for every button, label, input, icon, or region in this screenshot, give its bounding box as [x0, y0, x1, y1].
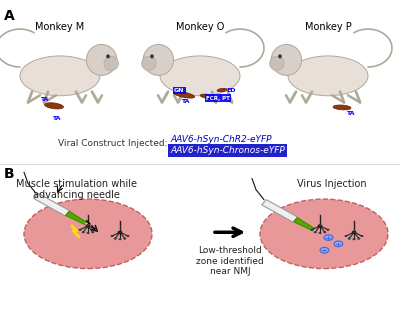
Ellipse shape	[142, 56, 156, 70]
Ellipse shape	[318, 225, 322, 227]
Text: AAV6-hSyn-Chronos-eYFP: AAV6-hSyn-Chronos-eYFP	[170, 146, 285, 155]
Ellipse shape	[324, 235, 333, 240]
Ellipse shape	[79, 229, 81, 231]
Text: TA: TA	[346, 111, 354, 116]
Text: TA: TA	[181, 99, 190, 104]
Ellipse shape	[95, 229, 97, 231]
Text: TA: TA	[52, 116, 60, 121]
Ellipse shape	[119, 238, 121, 240]
Ellipse shape	[319, 232, 321, 234]
Text: Monkey O: Monkey O	[176, 22, 224, 32]
Text: B: B	[4, 167, 15, 181]
Ellipse shape	[200, 94, 216, 99]
Text: TA: TA	[40, 97, 48, 102]
Text: Viral Construct Injected:: Viral Construct Injected:	[58, 139, 168, 148]
Polygon shape	[262, 200, 298, 222]
Ellipse shape	[333, 105, 351, 110]
Text: AAV6-hSyn-ChR2-eYFP: AAV6-hSyn-ChR2-eYFP	[170, 135, 272, 143]
Text: Monkey M: Monkey M	[35, 22, 85, 32]
Ellipse shape	[320, 247, 329, 253]
Ellipse shape	[114, 238, 116, 240]
Polygon shape	[294, 218, 315, 231]
Ellipse shape	[334, 241, 343, 247]
Text: Virus Injection: Virus Injection	[297, 179, 367, 189]
Text: A: A	[4, 9, 15, 23]
Ellipse shape	[361, 235, 363, 237]
Ellipse shape	[86, 225, 90, 227]
Ellipse shape	[20, 56, 100, 96]
Ellipse shape	[288, 56, 368, 96]
Ellipse shape	[44, 103, 64, 109]
Text: Muscle stimulation while
advancing needle: Muscle stimulation while advancing needl…	[16, 179, 136, 200]
Ellipse shape	[92, 231, 94, 233]
Ellipse shape	[111, 235, 113, 237]
Text: GN: GN	[174, 88, 184, 93]
Ellipse shape	[271, 45, 302, 76]
Ellipse shape	[143, 45, 174, 76]
Text: Monkey P: Monkey P	[305, 22, 351, 32]
Ellipse shape	[314, 231, 316, 233]
Ellipse shape	[278, 55, 282, 58]
Ellipse shape	[124, 238, 126, 240]
Ellipse shape	[311, 229, 313, 231]
Text: FCR, PT: FCR, PT	[206, 95, 230, 100]
Ellipse shape	[173, 91, 195, 98]
Ellipse shape	[352, 231, 356, 234]
Ellipse shape	[24, 199, 152, 269]
Ellipse shape	[104, 56, 118, 70]
Text: Low-threshold
zone identified
near NMJ: Low-threshold zone identified near NMJ	[196, 246, 264, 276]
Text: ED: ED	[226, 88, 236, 93]
Ellipse shape	[106, 55, 110, 58]
Ellipse shape	[327, 229, 329, 231]
Polygon shape	[66, 211, 87, 224]
Ellipse shape	[353, 238, 355, 240]
Ellipse shape	[324, 231, 326, 233]
Ellipse shape	[217, 88, 227, 92]
Ellipse shape	[260, 199, 388, 269]
Ellipse shape	[348, 238, 350, 240]
Ellipse shape	[87, 232, 89, 234]
Ellipse shape	[118, 231, 122, 234]
Ellipse shape	[358, 238, 360, 240]
Ellipse shape	[82, 231, 84, 233]
Ellipse shape	[86, 45, 117, 76]
Ellipse shape	[160, 56, 240, 96]
Ellipse shape	[270, 56, 284, 70]
Ellipse shape	[150, 55, 154, 58]
Ellipse shape	[345, 235, 347, 237]
Ellipse shape	[127, 235, 129, 237]
Polygon shape	[34, 193, 70, 216]
